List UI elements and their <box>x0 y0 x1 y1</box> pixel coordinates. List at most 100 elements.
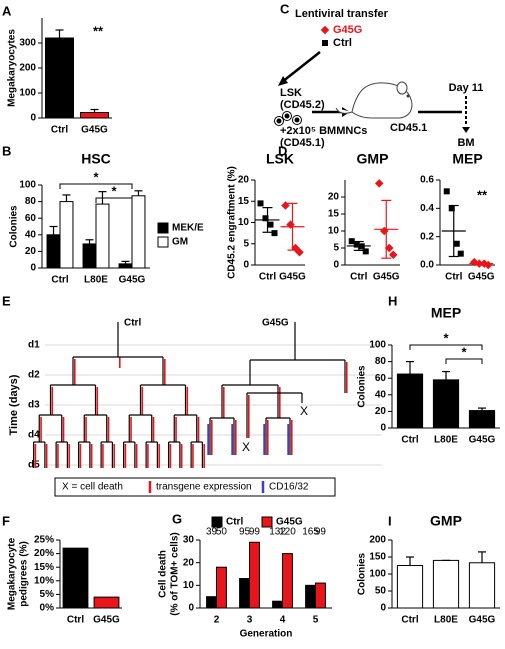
panel-letter: E <box>2 293 11 308</box>
count-label: 50 <box>216 527 228 538</box>
bar <box>93 596 120 609</box>
y-tick-label: 60 <box>375 373 387 384</box>
panel-letter: G <box>172 511 182 526</box>
chart-title: HSC <box>81 151 111 167</box>
y-tick-label: 150 <box>369 552 386 563</box>
y-axis-label: Megakaryocytes <box>7 29 18 107</box>
y-tick-label: 40 <box>25 229 37 240</box>
legend-swatch <box>157 222 169 234</box>
point <box>385 243 394 253</box>
bracket <box>445 358 483 364</box>
mouse <box>335 81 413 119</box>
tree-label: G45G <box>262 318 289 329</box>
y-tick-label: 200 <box>19 63 36 74</box>
y-tick-label: 15% <box>34 562 54 573</box>
y-tick-label: 80 <box>25 196 37 207</box>
point <box>484 260 493 270</box>
recipient-label: CD45.1 <box>390 122 427 134</box>
y-tick-label: 0 <box>30 113 36 124</box>
panel-letter: C <box>280 1 290 16</box>
y-tick-label: 0 <box>188 603 194 614</box>
sd-bar <box>353 240 364 251</box>
y-tick-label: 20 <box>238 175 250 186</box>
bar <box>239 578 251 609</box>
count-label: 165 <box>302 527 319 538</box>
x-tick-label: Ctrl <box>51 125 68 136</box>
y-tick-label: 10 <box>328 226 340 237</box>
y-axis-label: Megakaryocyte <box>7 537 18 610</box>
support-label: +2x10⁵ BMMNCs <box>280 125 367 137</box>
error-bar <box>62 194 71 202</box>
bar <box>82 243 97 269</box>
bar <box>272 600 284 609</box>
y-axis-label: Cell death <box>158 550 169 598</box>
count-label: 99 <box>315 527 327 538</box>
x-tick-label: Ctrl <box>350 272 367 283</box>
sd-bar <box>262 207 273 233</box>
error-bar <box>406 556 414 566</box>
point <box>257 200 264 207</box>
legend-label: CD16/32 <box>269 482 309 493</box>
y-tick-label: 5% <box>40 589 55 600</box>
y-axis-label: CD45.2 engraftment (%) <box>227 166 238 279</box>
legend-label: G45G <box>333 24 362 36</box>
y-tick-label: 100 <box>369 340 386 351</box>
bar <box>432 559 460 609</box>
point <box>443 188 450 195</box>
cells-marker: (CD45.2) <box>280 99 325 111</box>
error-bar <box>442 370 450 380</box>
error-bar <box>478 407 486 411</box>
day-label: d4 <box>28 430 40 441</box>
y-axis-label: Time (days) <box>8 374 20 435</box>
bar <box>396 565 424 609</box>
x-tick-label: 4 <box>280 615 286 626</box>
chart-title: GMP <box>357 151 389 167</box>
x-tick-label: 5 <box>313 615 319 626</box>
legend-label: X = cell death <box>62 482 123 493</box>
x-axis-label: Generation <box>240 629 293 640</box>
bar <box>305 584 317 609</box>
x-tick-label: Ctrl <box>259 272 276 283</box>
panel-e: E Time (days) d1 d2 d3 d4 d5 Ctrl G45G X… <box>2 293 382 497</box>
point <box>389 250 398 260</box>
x-tick-label: Ctrl <box>401 435 418 446</box>
point <box>348 238 355 245</box>
point <box>353 241 360 248</box>
x-tick-label: G45G <box>373 272 400 283</box>
panel-c: C Lentiviral transfer G45G Ctrl LSK (CD4… <box>274 1 483 149</box>
point <box>286 220 295 229</box>
death-mark: X <box>300 404 308 418</box>
point <box>267 221 274 228</box>
x-tick-label: Ctrl <box>67 615 84 626</box>
bar <box>282 553 293 609</box>
sd-bar <box>448 204 459 258</box>
chart-title: GMP <box>430 513 462 529</box>
significance: ** <box>93 23 104 38</box>
significance: * <box>93 169 99 184</box>
count-label: 132 <box>269 527 286 538</box>
y-tick-label: 0 <box>243 260 249 271</box>
x-tick-label: G45G <box>93 615 120 626</box>
y-tick-label: 0 <box>30 263 36 274</box>
point <box>380 226 389 236</box>
error-bar <box>121 260 130 264</box>
significance: * <box>461 344 467 359</box>
point <box>453 240 460 247</box>
y-tick-label: 200 <box>369 535 386 546</box>
x-tick-label: L80E <box>434 615 458 626</box>
bracket <box>409 344 483 350</box>
bar <box>216 566 227 609</box>
legend-label: Ctrl <box>226 517 243 528</box>
error-bar <box>90 108 99 113</box>
legend-label: MEK/E <box>172 223 204 234</box>
error-bar <box>49 225 58 235</box>
cells <box>274 111 302 126</box>
x-tick-label: Ctrl <box>51 275 68 286</box>
count-label: 120 <box>279 527 296 538</box>
error-bar <box>85 239 94 244</box>
error-bar <box>134 190 143 196</box>
x-tick-label: G45G <box>279 272 306 283</box>
y-tick-label: 60 <box>25 213 37 224</box>
panel-letter: H <box>388 293 397 308</box>
